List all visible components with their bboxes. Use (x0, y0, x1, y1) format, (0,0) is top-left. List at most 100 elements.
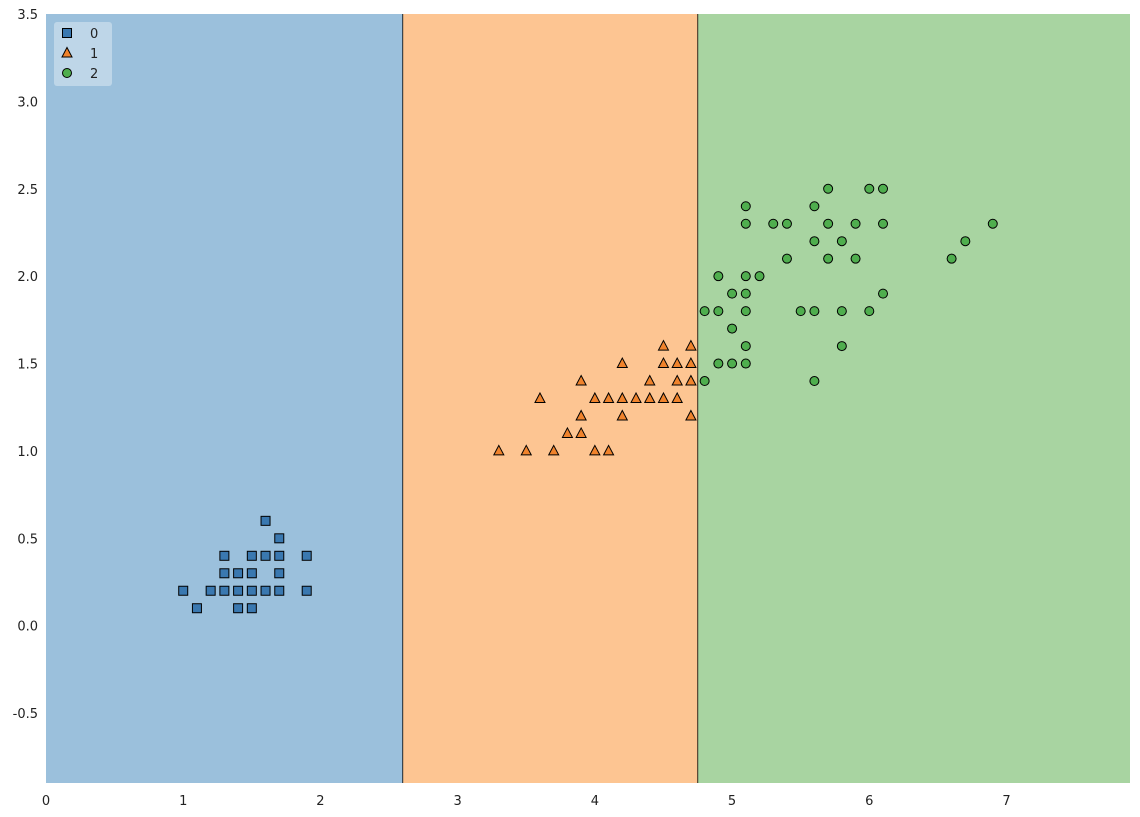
point-class-2 (740, 271, 751, 282)
point-class-2 (960, 236, 971, 247)
point-class-1 (643, 374, 656, 386)
region-class-0 (46, 14, 403, 783)
point-class-0 (274, 568, 285, 579)
y-tick-label: 1.5 (17, 358, 38, 373)
point-class-2 (740, 358, 751, 369)
point-class-1 (685, 339, 697, 351)
point-class-2 (809, 236, 820, 247)
point-class-0 (233, 568, 244, 579)
legend-marker-0 (62, 28, 72, 38)
point-class-2 (740, 201, 751, 212)
point-class-1 (589, 391, 601, 403)
legend-label-2: 2 (90, 67, 98, 82)
point-class-0 (219, 568, 230, 579)
y-tick-label: 2.0 (17, 270, 38, 285)
point-class-2 (727, 288, 738, 299)
point-class-2 (850, 218, 861, 229)
legend-marker-2 (62, 68, 72, 78)
point-class-1 (547, 444, 560, 456)
point-class-0 (274, 585, 285, 596)
legend-label-1: 1 (90, 47, 98, 62)
point-class-0 (260, 585, 271, 596)
point-class-0 (246, 550, 257, 561)
point-class-0 (301, 585, 312, 596)
region-class-2 (697, 14, 1130, 783)
point-class-2 (987, 218, 998, 229)
point-class-0 (260, 515, 271, 526)
point-class-1 (575, 374, 587, 386)
y-tick-label: 1.0 (17, 445, 38, 460)
point-class-2 (836, 306, 847, 317)
point-class-2 (781, 218, 792, 229)
point-class-0 (246, 603, 257, 614)
legend-marker-1 (61, 46, 73, 58)
axes: 0 1 2 3 4 5 6 7 -0.5 0.0 0.5 1.0 1.5 2.0 2.5 3.0 3.5 (13, 8, 1011, 809)
point-class-1 (492, 444, 505, 456)
point-class-1 (602, 444, 615, 456)
point-class-2 (823, 218, 834, 229)
point-class-2 (699, 376, 710, 387)
x-tick-label: 0 (42, 794, 50, 809)
x-tick-label: 6 (865, 794, 873, 809)
point-class-0 (191, 603, 202, 614)
x-tick-label: 4 (591, 794, 599, 809)
point-class-2 (754, 271, 765, 282)
point-class-1 (685, 374, 697, 386)
point-class-0 (246, 568, 257, 579)
point-class-2 (946, 253, 957, 264)
decision-regions (46, 14, 1130, 783)
point-class-1 (643, 391, 656, 403)
point-class-2 (823, 253, 834, 264)
y-tick-label: 0.5 (17, 532, 38, 547)
point-class-2 (740, 218, 751, 229)
point-class-0 (219, 585, 230, 596)
point-class-1 (616, 409, 629, 421)
point-class-2 (740, 288, 751, 299)
point-class-1 (685, 409, 697, 421)
decision-boundaries (402, 14, 699, 783)
point-class-0 (178, 585, 189, 596)
point-class-2 (809, 201, 820, 212)
point-class-2 (781, 253, 792, 264)
point-class-1 (657, 356, 670, 369)
x-tick-label: 3 (454, 794, 462, 809)
point-class-1 (575, 409, 587, 421)
y-tick-label: 3.5 (17, 8, 38, 23)
point-class-1 (602, 391, 615, 403)
point-class-2 (727, 358, 738, 369)
point-class-2 (878, 218, 889, 229)
point-class-1 (534, 391, 546, 403)
region-class-1 (402, 14, 698, 783)
point-class-1 (520, 444, 533, 456)
point-class-0 (274, 533, 285, 544)
point-class-0 (274, 550, 285, 561)
point-class-1 (561, 426, 574, 438)
y-tick-label: 3.0 (17, 95, 38, 110)
point-class-2 (878, 288, 889, 299)
point-class-1 (671, 374, 684, 386)
point-class-2 (809, 376, 820, 387)
point-class-0 (233, 585, 244, 596)
point-class-0 (301, 550, 312, 561)
point-class-0 (205, 585, 216, 596)
point-class-2 (740, 341, 751, 352)
point-class-1 (616, 356, 629, 369)
point-class-2 (713, 271, 724, 282)
point-class-1 (616, 391, 629, 403)
point-class-1 (671, 356, 684, 369)
point-class-2 (836, 341, 847, 352)
point-class-1 (657, 339, 670, 351)
point-class-2 (823, 183, 834, 194)
legend: 0 1 2 (54, 22, 112, 86)
point-class-2 (809, 306, 820, 317)
point-class-1 (575, 426, 587, 438)
point-class-2 (864, 306, 875, 317)
point-class-0 (233, 603, 244, 614)
legend-label-0: 0 (90, 27, 98, 42)
x-tick-label: 2 (316, 794, 324, 809)
point-class-2 (727, 323, 738, 334)
point-class-0 (219, 550, 230, 561)
data-points (178, 183, 998, 614)
point-class-2 (850, 253, 861, 264)
